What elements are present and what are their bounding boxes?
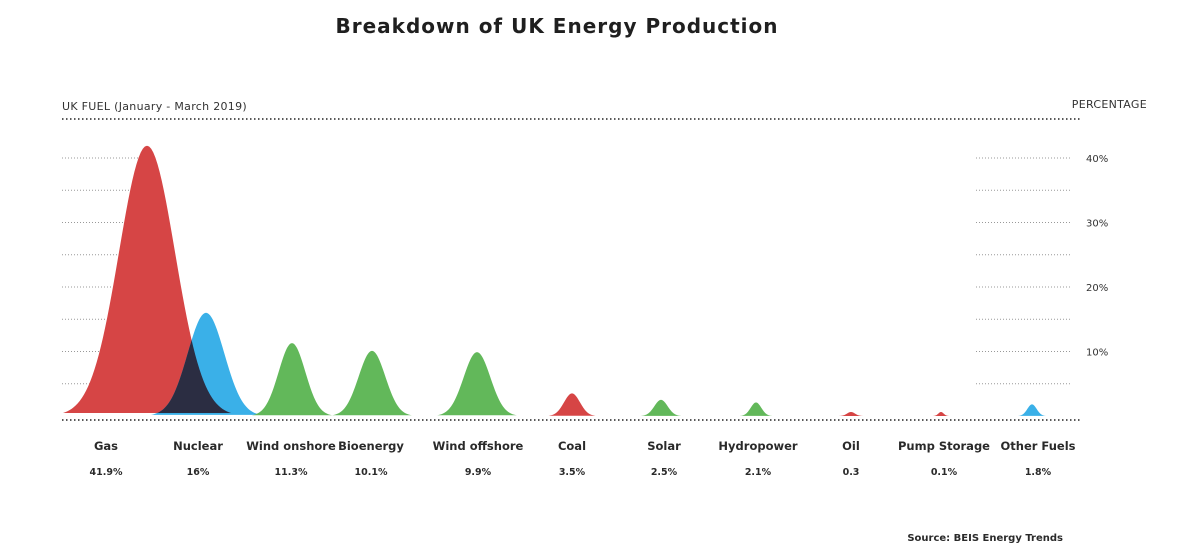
peak-coal [548, 393, 596, 416]
value-label-wind-onshore: 11.3% [275, 467, 308, 478]
category-label-nuclear: Nuclear [173, 439, 223, 453]
y-axis-label: PERCENTAGE [1072, 98, 1147, 111]
peak-solar [641, 399, 681, 416]
peak-gas [63, 145, 231, 413]
peak-wind-onshore [252, 343, 332, 416]
category-labels: Gas 41.9% Nuclear 16% Wind onshore 11.3% Bioen… [90, 439, 1076, 478]
category-label-coal: Coal [558, 439, 586, 453]
peak-pump-storage [933, 412, 949, 416]
value-label-wind-offshore: 9.9% [465, 467, 492, 478]
category-label-bioenergy: Bioenergy [338, 439, 404, 453]
source-note: Source: BEIS Energy Trends [907, 533, 1063, 544]
category-label-solar: Solar [647, 439, 681, 453]
chart-subtitle: UK FUEL (January - March 2019) [62, 100, 247, 113]
peak-other-fuels [1018, 404, 1046, 416]
y-ticks: 10% 20% 30% 40% [1086, 154, 1108, 359]
value-label-gas: 41.9% [90, 467, 123, 478]
category-label-oil: Oil [842, 439, 860, 453]
category-label-other-fuels: Other Fuels [1001, 439, 1076, 453]
category-label-wind-onshore: Wind onshore [246, 439, 336, 453]
grid-lines [62, 157, 1070, 385]
y-tick-label: 30% [1086, 219, 1108, 230]
value-label-other-fuels: 1.8% [1025, 467, 1052, 478]
category-label-gas: Gas [94, 439, 118, 453]
category-label-wind-offshore: Wind offshore [433, 439, 524, 453]
category-label-pump-storage: Pump Storage [898, 439, 990, 453]
value-label-coal: 3.5% [559, 467, 586, 478]
peak-wind-offshore [437, 352, 517, 416]
value-label-solar: 2.5% [651, 467, 678, 478]
value-label-oil: 0.3 [843, 467, 860, 478]
value-label-nuclear: 16% [187, 467, 210, 478]
y-tick-label: 10% [1086, 348, 1108, 359]
category-label-hydropower: Hydropower [718, 439, 797, 453]
peak-bioenergy [332, 350, 412, 416]
value-label-hydropower: 2.1% [745, 467, 772, 478]
peak-oil [839, 412, 863, 416]
peak-hydropower [740, 402, 772, 416]
y-tick-label: 20% [1086, 283, 1108, 294]
y-tick-label: 40% [1086, 154, 1108, 165]
chart-title: Breakdown of UK Energy Production [335, 14, 778, 38]
value-label-bioenergy: 10.1% [355, 467, 388, 478]
peaks [63, 145, 1046, 416]
value-label-pump-storage: 0.1% [931, 467, 958, 478]
